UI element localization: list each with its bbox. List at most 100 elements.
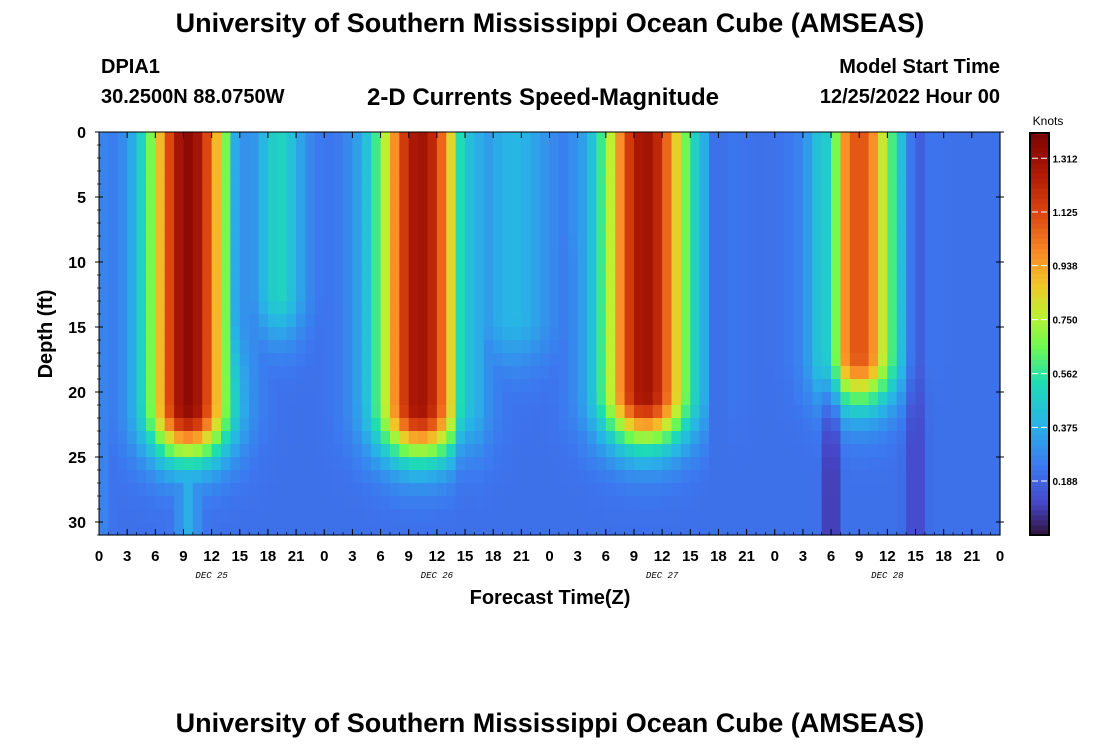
- heatmap-cell: [249, 184, 260, 198]
- heatmap-cell: [136, 223, 147, 237]
- heatmap-cell: [418, 522, 429, 536]
- heatmap-cell: [587, 340, 598, 354]
- heatmap-cell: [408, 314, 419, 328]
- x-tick-label: 9: [630, 548, 638, 565]
- heatmap-cell: [258, 496, 269, 510]
- heatmap-cell: [877, 314, 888, 328]
- heatmap-cell: [727, 457, 738, 471]
- heatmap-cell: [718, 132, 729, 146]
- heatmap-cell: [831, 457, 842, 471]
- heatmap-cell: [474, 197, 485, 211]
- heatmap-cell: [249, 210, 260, 224]
- heatmap-cell: [643, 301, 654, 315]
- heatmap-cell: [774, 158, 785, 172]
- heatmap-cell: [530, 262, 541, 276]
- heatmap-cell: [474, 353, 485, 367]
- heatmap-cell: [155, 184, 166, 198]
- heatmap-cell: [990, 158, 1001, 172]
- heatmap-cell: [521, 314, 532, 328]
- heatmap-cell: [962, 366, 973, 380]
- heatmap-cell: [784, 132, 795, 146]
- heatmap-cell: [596, 353, 607, 367]
- heatmap-cell: [230, 197, 241, 211]
- heatmap-cell: [737, 236, 748, 250]
- heatmap-cell: [277, 210, 288, 224]
- heatmap-cell: [108, 301, 119, 315]
- heatmap-cell: [718, 210, 729, 224]
- heatmap-cell: [502, 392, 513, 406]
- heatmap-cell: [755, 457, 766, 471]
- heatmap-cell: [202, 496, 213, 510]
- heatmap-cell: [155, 210, 166, 224]
- heatmap-cell: [399, 392, 410, 406]
- heatmap-cell: [962, 301, 973, 315]
- heatmap-cell: [267, 249, 278, 263]
- heatmap-cell: [502, 158, 513, 172]
- heatmap-cell: [427, 431, 438, 445]
- heatmap-cell: [549, 184, 560, 198]
- heatmap-cell: [258, 158, 269, 172]
- heatmap-cell: [314, 288, 325, 302]
- heatmap-cell: [784, 327, 795, 341]
- heatmap-cell: [990, 327, 1001, 341]
- heatmap-cell: [286, 262, 297, 276]
- heatmap-cell: [887, 392, 898, 406]
- heatmap-cell: [774, 249, 785, 263]
- heatmap-cell: [324, 236, 335, 250]
- heatmap-cell: [202, 340, 213, 354]
- heatmap-cell: [596, 249, 607, 263]
- heatmap-cell: [802, 158, 813, 172]
- heatmap-cell: [558, 366, 569, 380]
- heatmap-cell: [164, 353, 175, 367]
- colorbar-segment: [1030, 318, 1049, 325]
- heatmap-cell: [389, 470, 400, 484]
- heatmap-cell: [399, 418, 410, 432]
- heatmap-cell: [812, 184, 823, 198]
- heatmap-cell: [990, 249, 1001, 263]
- x-tick-label: 3: [799, 548, 807, 565]
- heatmap-cell: [249, 405, 260, 419]
- heatmap-cell: [605, 301, 616, 315]
- heatmap-cell: [859, 249, 870, 263]
- heatmap-cell: [164, 171, 175, 185]
- heatmap-cell: [924, 470, 935, 484]
- heatmap-cell: [483, 301, 494, 315]
- heatmap-cell: [145, 301, 156, 315]
- heatmap-cell: [709, 496, 720, 510]
- heatmap-cell: [774, 496, 785, 510]
- heatmap-cell: [990, 405, 1001, 419]
- heatmap-cell: [737, 444, 748, 458]
- heatmap-cell: [305, 145, 316, 159]
- heatmap-cell: [727, 522, 738, 536]
- heatmap-cell: [727, 249, 738, 263]
- heatmap-cell: [840, 522, 851, 536]
- heatmap-cell: [418, 392, 429, 406]
- heatmap-cell: [671, 288, 682, 302]
- heatmap-cell: [108, 496, 119, 510]
- heatmap-cell: [953, 340, 964, 354]
- heatmap-cell: [558, 379, 569, 393]
- heatmap-cell: [455, 353, 466, 367]
- heatmap-cell: [990, 210, 1001, 224]
- heatmap-cell: [164, 340, 175, 354]
- heatmap-cell: [727, 132, 738, 146]
- heatmap-cell: [896, 236, 907, 250]
- heatmap-cell: [286, 301, 297, 315]
- heatmap-cell: [127, 483, 138, 497]
- heatmap-cell: [549, 327, 560, 341]
- heatmap-cell: [361, 353, 372, 367]
- heatmap-cell: [249, 444, 260, 458]
- heatmap-cell: [145, 249, 156, 263]
- heatmap-cell: [258, 262, 269, 276]
- heatmap-cell: [286, 366, 297, 380]
- heatmap-cell: [934, 496, 945, 510]
- heatmap-cell: [174, 353, 185, 367]
- heatmap-cell: [99, 223, 109, 237]
- heatmap-cell: [802, 522, 813, 536]
- heatmap-cell: [605, 275, 616, 289]
- heatmap-cell: [483, 444, 494, 458]
- heatmap-cell: [671, 483, 682, 497]
- heatmap-cell: [953, 132, 964, 146]
- heatmap-cell: [971, 314, 982, 328]
